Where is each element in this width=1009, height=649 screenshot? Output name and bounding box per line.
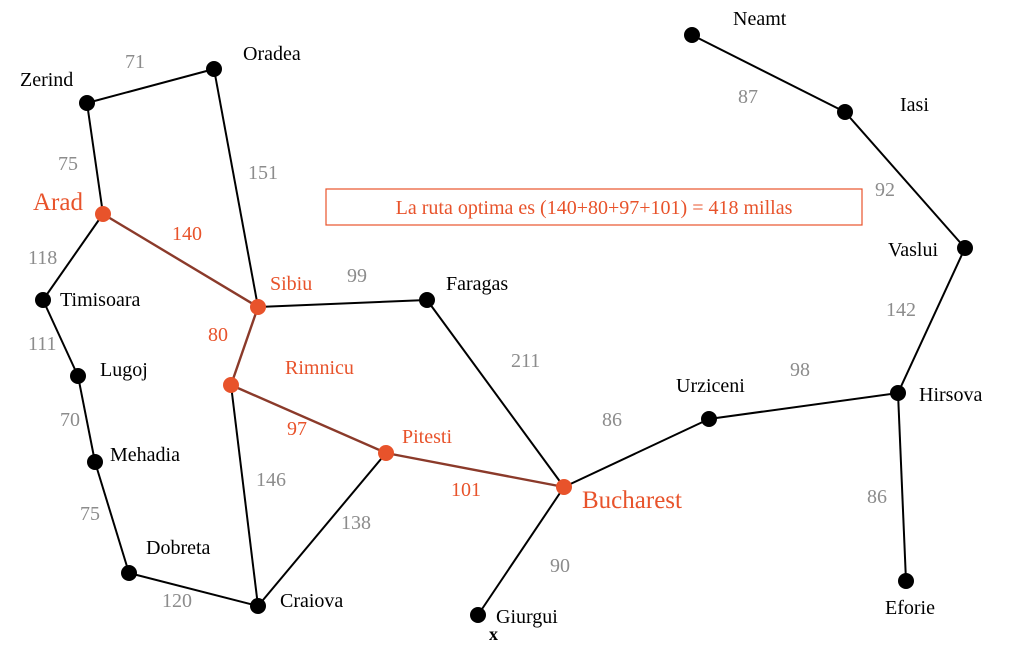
road-hirsova-vaslui [897,247,966,394]
city-label-sibiu: Sibiu [270,273,312,295]
distance-zerind-arad: 75 [58,153,78,175]
city-label-faragas: Faragas [446,273,508,295]
city-node-pitesti [378,445,394,461]
road-sibiu-faragas [257,299,428,308]
city-node-craiova [250,598,266,614]
road-timisoara-lugoj [42,299,79,377]
city-node-oradea [206,61,222,77]
road-hirsova-eforie [897,392,907,582]
distance-pitesti-craiova: 138 [341,512,371,534]
distance-vaslui-iasi: 92 [875,179,895,201]
x-marker: x [489,624,498,644]
city-node-urziceni [701,411,717,427]
road-bucharest-giurgui [477,486,565,616]
city-labels: Arad Zerind Oradea Sibiu Timisoara Lugoj Mehad… [20,8,982,628]
distance-rimnicu-pitesti: 97 [287,418,307,440]
city-node-hirsova [890,385,906,401]
city-node-vaslui [957,240,973,256]
city-label-oradea: Oradea [243,43,301,65]
road-urziceni-hirsova [708,392,899,420]
city-node-bucharest [556,479,572,495]
distance-arad-timisoara: 118 [28,247,57,269]
distance-rimnicu-craiova: 146 [256,469,286,491]
distance-hirsova-eforie: 86 [867,486,887,508]
city-node-arad [95,206,111,222]
road-mehadia-dobreta [94,461,130,574]
route-summary-text: La ruta optima es (140+80+97+101) = 418 … [396,197,793,219]
road-rimnicu-craiova [230,384,259,607]
city-node-mehadia [87,454,103,470]
distance-bucharest-giurgui: 90 [550,555,570,577]
city-node-eforie [898,573,914,589]
distance-iasi-neamt: 87 [738,86,758,108]
city-label-neamt: Neamt [733,8,787,30]
city-node-lugoj [70,368,86,384]
city-node-faragas [419,292,435,308]
city-label-bucharest: Bucharest [582,487,682,514]
road-zerind-arad [86,102,104,215]
road-vaslui-iasi [844,111,966,249]
road-pitesti-craiova [257,452,387,607]
road-bucharest-urziceni [563,418,710,488]
city-label-eforie: Eforie [885,597,935,619]
city-node-timisoara [35,292,51,308]
distance-arad-sibiu: 140 [172,223,202,245]
city-label-dobreta: Dobreta [146,537,211,559]
city-label-vaslui: Vaslui [888,239,938,261]
distance-labels: 71 75 151 140 118 111 70 75 120 99 80 146 97 138 101 21… [28,51,916,612]
road-oradea-sibiu [213,68,259,308]
route-summary-banner: La ruta optima es (140+80+97+101) = 418 … [325,188,863,226]
distance-pitesti-bucharest: 101 [451,479,481,501]
city-label-pitesti: Pitesti [402,426,452,448]
city-label-arad: Arad [33,189,83,216]
city-label-mehadia: Mehadia [110,444,180,466]
road-arad-sibiu [102,212,259,309]
distance-mehadia-dobreta: 75 [80,503,100,525]
distance-faragas-bucharest: 211 [511,350,540,372]
city-label-urziceni: Urziceni [676,375,745,397]
road-pitesti-bucharest [385,451,565,489]
city-label-rimnicu: Rimnicu [285,357,354,379]
city-node-iasi [837,104,853,120]
city-node-sibiu [250,299,266,315]
city-nodes [35,27,973,623]
city-node-rimnicu [223,377,239,393]
city-label-timisoara: Timisoara [60,289,141,311]
road-dobreta-craiova [128,572,259,607]
city-label-giurgui: Giurgui [496,606,558,628]
distance-hirsova-vaslui: 142 [886,299,916,321]
road-iasi-neamt [691,34,846,113]
distance-dobreta-craiova: 120 [162,590,192,612]
distance-lugoj-mehadia: 70 [60,409,80,431]
distance-urziceni-hirsova: 98 [790,359,810,381]
city-node-neamt [684,27,700,43]
city-label-hirsova: Hirsova [919,384,982,406]
city-node-giurgui [470,607,486,623]
distance-bucharest-urziceni: 86 [602,409,622,431]
road-zerind-oradea [86,68,215,104]
city-label-craiova: Craiova [280,590,343,612]
distance-timisoara-lugoj: 111 [28,333,57,355]
distance-oradea-sibiu: 151 [248,162,278,184]
road-faragas-bucharest [426,299,565,488]
route-summary-box [325,188,863,226]
city-node-dobreta [121,565,137,581]
road-arad-timisoara [42,213,104,301]
city-node-zerind [79,95,95,111]
road-sibiu-rimnicu [229,306,260,386]
city-label-lugoj: Lugoj [100,359,148,381]
city-label-iasi: Iasi [900,94,929,116]
road-edges [42,34,966,616]
road-lugoj-mehadia [77,375,96,463]
distance-sibiu-faragas: 99 [347,265,367,287]
distance-sibiu-rimnicu: 80 [208,324,228,346]
road-rimnicu-pitesti [230,383,387,455]
distance-zerind-oradea: 71 [125,51,145,73]
city-label-zerind: Zerind [20,69,73,91]
